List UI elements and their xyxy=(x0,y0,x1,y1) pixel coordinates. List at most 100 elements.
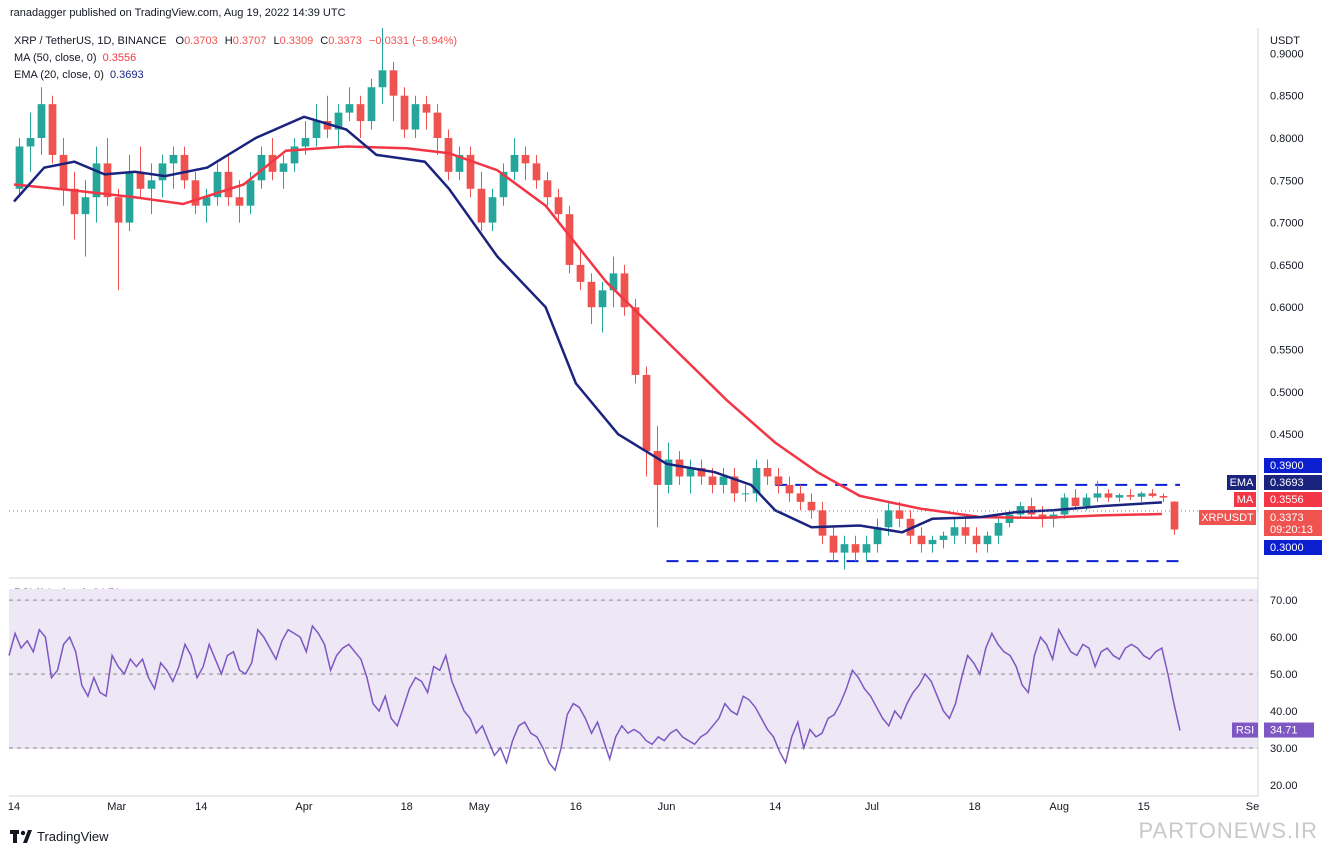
candle-body xyxy=(378,70,387,88)
badge-box xyxy=(1264,492,1322,507)
legend-ma-row[interactable]: MA (50, close, 0) 0.3556 xyxy=(14,52,136,64)
candle-body xyxy=(752,468,761,494)
candle-body xyxy=(268,154,277,172)
legend-ema-row[interactable]: EMA (20, close, 0) 0.3693 xyxy=(14,69,144,81)
legend-symbol-row: XRP / TetherUS, 1D, BINANCE O0.3703 H0.3… xyxy=(14,35,457,47)
candle-body xyxy=(972,535,981,545)
candle-body xyxy=(48,104,57,155)
candle-body xyxy=(169,154,178,164)
candle-body xyxy=(587,281,596,308)
candle-body xyxy=(818,510,827,536)
candle-body xyxy=(301,138,310,147)
time-axis-ticks[interactable]: 14 Mar 14 Apr 18 May 16 Jun 14 Jul 18 Aug 15 Se xyxy=(8,801,1259,813)
badge-name: MA xyxy=(1237,494,1254,506)
candle-body xyxy=(213,171,222,198)
candle-body xyxy=(37,104,46,138)
badge-name-box xyxy=(1234,492,1256,507)
symbol-title[interactable]: XRP / TetherUS, 1D, BINANCE xyxy=(14,35,167,47)
ohlc-open: 0.3703 xyxy=(184,35,218,47)
rsi-tick-label: 70.00 xyxy=(1270,595,1298,607)
candle-body xyxy=(741,493,750,495)
candle-body xyxy=(356,104,365,122)
candle-body xyxy=(1060,497,1069,515)
candle-body xyxy=(719,476,728,485)
candle-body xyxy=(455,154,464,172)
candle-body xyxy=(323,121,332,130)
candle-body xyxy=(697,468,706,477)
candle-body xyxy=(1104,493,1113,498)
candlestick-series xyxy=(15,28,1179,570)
publish-info: ranadagger published on TradingView.com,… xyxy=(10,7,346,19)
candle-body xyxy=(334,112,343,130)
candle-body xyxy=(1005,514,1014,523)
price-axis-ticks[interactable]: 0.9000 0.8500 0.8000 0.7500 0.7000 0.6500 0.60… xyxy=(1270,48,1304,441)
candle-body xyxy=(532,163,541,181)
ema-20-line xyxy=(13,115,1162,534)
candle-body xyxy=(246,180,255,206)
badge-value: 0.3000 xyxy=(1270,542,1304,554)
rsi-badge-value: 34.71 xyxy=(1270,725,1298,737)
candle-body xyxy=(59,154,68,189)
candle-body xyxy=(961,527,970,536)
candle-body xyxy=(411,104,420,130)
candle-body xyxy=(191,180,200,206)
candle-body xyxy=(488,197,497,223)
candle-body xyxy=(653,451,662,485)
candle-body xyxy=(510,154,519,172)
candle-body xyxy=(851,544,860,553)
time-tick-label: 15 xyxy=(1138,801,1150,813)
candle-body xyxy=(158,163,167,181)
candle-body xyxy=(1071,497,1080,507)
tradingview-logo[interactable]: TradingView xyxy=(10,829,109,844)
candle-body xyxy=(103,163,112,198)
time-tick-label: 18 xyxy=(968,801,980,813)
badge-value: 0.3900 xyxy=(1270,460,1304,472)
candle-body xyxy=(81,197,90,215)
time-tick-label: Jul xyxy=(865,801,879,813)
candle-body xyxy=(598,290,607,308)
candle-body xyxy=(389,70,398,96)
candle-body xyxy=(235,197,244,206)
ma-label: MA (50, close, 0) xyxy=(14,52,97,64)
candle-body xyxy=(26,138,35,147)
rsi-axis-ticks[interactable]: 70.00 60.00 50.00 40.00 30.00 20.00 xyxy=(1270,595,1298,792)
candle-body xyxy=(939,535,948,540)
candle-body xyxy=(1170,501,1179,530)
price-tick-label: 0.8000 xyxy=(1270,133,1304,145)
candle-body xyxy=(136,171,145,189)
ohlc-high: 0.3707 xyxy=(232,35,267,47)
candle-body xyxy=(1016,506,1025,515)
candle-body xyxy=(312,121,321,138)
candle-body xyxy=(895,510,904,519)
candle-body xyxy=(400,95,409,130)
candle-body xyxy=(917,535,926,545)
time-tick-label: May xyxy=(469,801,490,813)
candle-body xyxy=(1082,497,1091,507)
candle-body xyxy=(928,539,937,545)
candle-body xyxy=(664,459,673,485)
badge-name: XRPUSDT xyxy=(1201,512,1254,524)
badge-box xyxy=(1264,510,1322,536)
candle-body xyxy=(554,197,563,215)
tradingview-logo-icon xyxy=(10,830,32,843)
time-tick-label: Apr xyxy=(295,801,312,813)
candle-body xyxy=(1159,495,1168,498)
candle-body xyxy=(290,146,299,164)
candle-body xyxy=(444,138,453,172)
rsi-band-lines xyxy=(9,599,1258,749)
candle-body xyxy=(257,154,266,181)
candle-body xyxy=(1126,495,1135,497)
time-tick-label: Se xyxy=(1246,801,1259,813)
candle-body xyxy=(576,264,585,282)
site-watermark: PARTONEWS.IR xyxy=(1138,818,1318,843)
ohlc-open-label: O xyxy=(175,35,185,47)
ohlc-change: −0.0331 (−8.94%) xyxy=(368,35,458,47)
candle-body xyxy=(642,374,651,452)
rsi-axis-badge: RSI 34.71 xyxy=(1232,722,1314,738)
candle-body xyxy=(422,104,431,113)
rsi-band xyxy=(9,589,1258,749)
badge-name-box xyxy=(1227,475,1256,490)
candle-body xyxy=(983,535,992,545)
candle-body xyxy=(862,544,871,553)
